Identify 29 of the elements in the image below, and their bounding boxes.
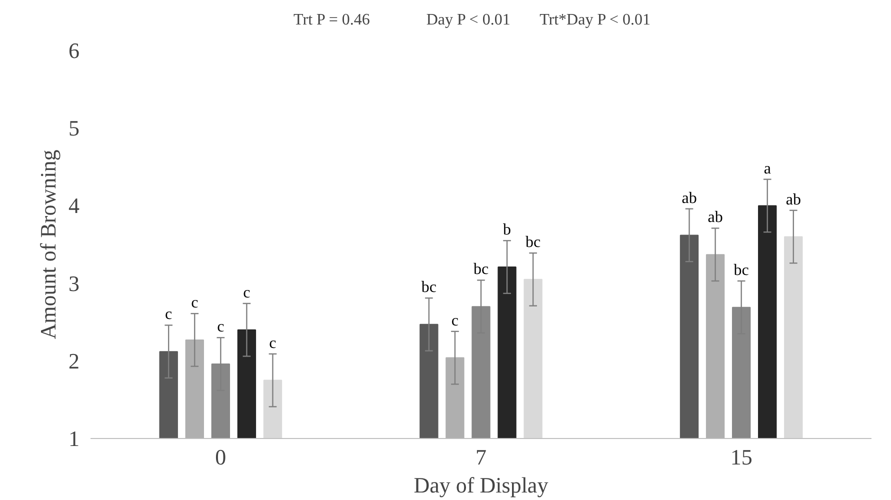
text: Trt*Day P < 0.01: [540, 12, 651, 28]
data-label: ab: [708, 209, 723, 226]
y-tick-label: 3: [68, 270, 80, 296]
data-label: c: [243, 284, 250, 302]
data-label: c: [217, 318, 224, 336]
x-tick-label: 15: [730, 444, 752, 470]
x-tick-label: 7: [476, 444, 486, 470]
text: Day P < 0.01: [426, 12, 510, 28]
x-tick-label: 0: [215, 444, 226, 470]
data-label: ab: [682, 190, 697, 207]
data-label: bc: [526, 234, 541, 252]
x-axis-title: Day of Display: [414, 472, 548, 498]
data-label: bc: [734, 262, 749, 279]
data-label: bc: [473, 261, 489, 278]
y-tick-label: 4: [68, 193, 80, 218]
data-label: c: [191, 294, 198, 312]
data-label: c: [269, 334, 276, 352]
y-axis-title: Amount of Browning: [36, 150, 60, 340]
text: Trt P = 0.46: [294, 12, 370, 28]
y-tick-label: 2: [68, 348, 80, 374]
y-tick-label: 6: [68, 38, 80, 63]
data-label: c: [451, 312, 459, 330]
y-tick-label: 5: [68, 116, 80, 141]
data-label: c: [165, 306, 172, 324]
y-tick-label: 1: [68, 426, 80, 451]
data-label: ab: [786, 191, 801, 208]
data-label: b: [503, 222, 512, 239]
data-label: bc: [421, 279, 436, 296]
data-label: a: [764, 160, 771, 178]
